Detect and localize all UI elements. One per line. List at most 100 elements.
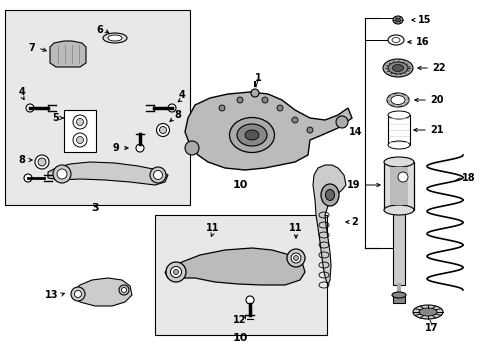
Ellipse shape [108, 35, 122, 41]
Text: 13: 13 [45, 290, 59, 300]
Ellipse shape [391, 37, 399, 42]
Text: 18: 18 [461, 173, 475, 183]
Ellipse shape [38, 158, 46, 166]
Ellipse shape [395, 18, 400, 22]
Ellipse shape [71, 287, 85, 301]
Text: 6: 6 [97, 25, 103, 35]
Ellipse shape [325, 189, 334, 201]
Text: 1: 1 [254, 73, 261, 83]
Ellipse shape [387, 62, 407, 74]
Polygon shape [72, 278, 132, 306]
Text: 22: 22 [431, 63, 445, 73]
Ellipse shape [382, 59, 412, 77]
Text: 9: 9 [112, 143, 119, 153]
Ellipse shape [53, 165, 71, 183]
Ellipse shape [397, 172, 407, 182]
Bar [392, 295, 404, 303]
Ellipse shape [119, 285, 129, 295]
Ellipse shape [237, 97, 243, 103]
Ellipse shape [383, 205, 413, 215]
Ellipse shape [392, 64, 403, 72]
Ellipse shape [74, 291, 81, 297]
Ellipse shape [73, 115, 87, 129]
Text: 19: 19 [346, 180, 359, 190]
Ellipse shape [159, 126, 166, 134]
Ellipse shape [291, 117, 297, 123]
Ellipse shape [386, 93, 408, 107]
Text: 12: 12 [233, 315, 246, 325]
Ellipse shape [293, 256, 298, 261]
Ellipse shape [170, 266, 181, 278]
Text: 3: 3 [91, 203, 99, 213]
Ellipse shape [103, 33, 127, 43]
Polygon shape [184, 92, 351, 170]
Ellipse shape [387, 141, 409, 149]
Text: 7: 7 [29, 43, 35, 53]
Text: 8: 8 [174, 110, 181, 120]
Ellipse shape [73, 133, 87, 147]
Bar [389, 167, 407, 205]
Ellipse shape [418, 308, 436, 316]
Ellipse shape [392, 16, 402, 24]
Text: 10: 10 [232, 180, 247, 190]
Ellipse shape [306, 127, 312, 133]
Ellipse shape [387, 111, 409, 119]
Ellipse shape [24, 174, 32, 182]
Ellipse shape [121, 288, 126, 292]
Ellipse shape [383, 157, 413, 167]
Ellipse shape [412, 305, 442, 319]
Ellipse shape [153, 171, 162, 180]
Text: 10: 10 [232, 333, 247, 343]
Ellipse shape [57, 169, 67, 179]
Ellipse shape [219, 105, 224, 111]
Ellipse shape [237, 124, 266, 146]
Ellipse shape [156, 123, 169, 136]
Text: 5: 5 [53, 113, 59, 123]
Text: 8: 8 [19, 155, 25, 165]
Ellipse shape [262, 97, 267, 103]
Ellipse shape [390, 95, 404, 104]
Text: 21: 21 [429, 125, 443, 135]
Ellipse shape [276, 105, 283, 111]
Text: 11: 11 [206, 223, 219, 233]
Text: 20: 20 [429, 95, 443, 105]
Bar [64, 110, 96, 152]
Text: 4: 4 [178, 90, 185, 100]
Text: 14: 14 [348, 127, 362, 137]
Ellipse shape [165, 262, 185, 282]
Ellipse shape [245, 296, 253, 304]
Ellipse shape [387, 35, 403, 45]
Ellipse shape [150, 167, 165, 183]
Text: 17: 17 [425, 323, 438, 333]
Ellipse shape [76, 136, 83, 144]
Ellipse shape [391, 292, 405, 298]
Ellipse shape [335, 116, 347, 128]
Text: 16: 16 [415, 37, 428, 47]
Text: 4: 4 [19, 87, 25, 97]
Bar [155, 215, 326, 335]
Ellipse shape [184, 141, 199, 155]
Ellipse shape [26, 104, 34, 112]
Bar [387, 115, 409, 145]
Ellipse shape [173, 270, 178, 274]
Text: 11: 11 [289, 223, 302, 233]
Bar [392, 210, 404, 285]
Bar [383, 162, 413, 210]
Ellipse shape [76, 118, 83, 126]
Ellipse shape [286, 249, 305, 267]
Polygon shape [312, 165, 346, 285]
Ellipse shape [290, 253, 301, 263]
Polygon shape [48, 162, 168, 185]
Ellipse shape [168, 104, 176, 112]
Ellipse shape [320, 184, 338, 206]
Bar [5, 10, 190, 205]
Polygon shape [50, 41, 86, 67]
Ellipse shape [244, 130, 259, 140]
Ellipse shape [250, 89, 259, 97]
Ellipse shape [136, 144, 143, 152]
Polygon shape [164, 248, 305, 285]
Ellipse shape [229, 117, 274, 153]
Text: 2: 2 [351, 217, 358, 227]
Text: 15: 15 [417, 15, 430, 25]
Ellipse shape [35, 155, 49, 169]
